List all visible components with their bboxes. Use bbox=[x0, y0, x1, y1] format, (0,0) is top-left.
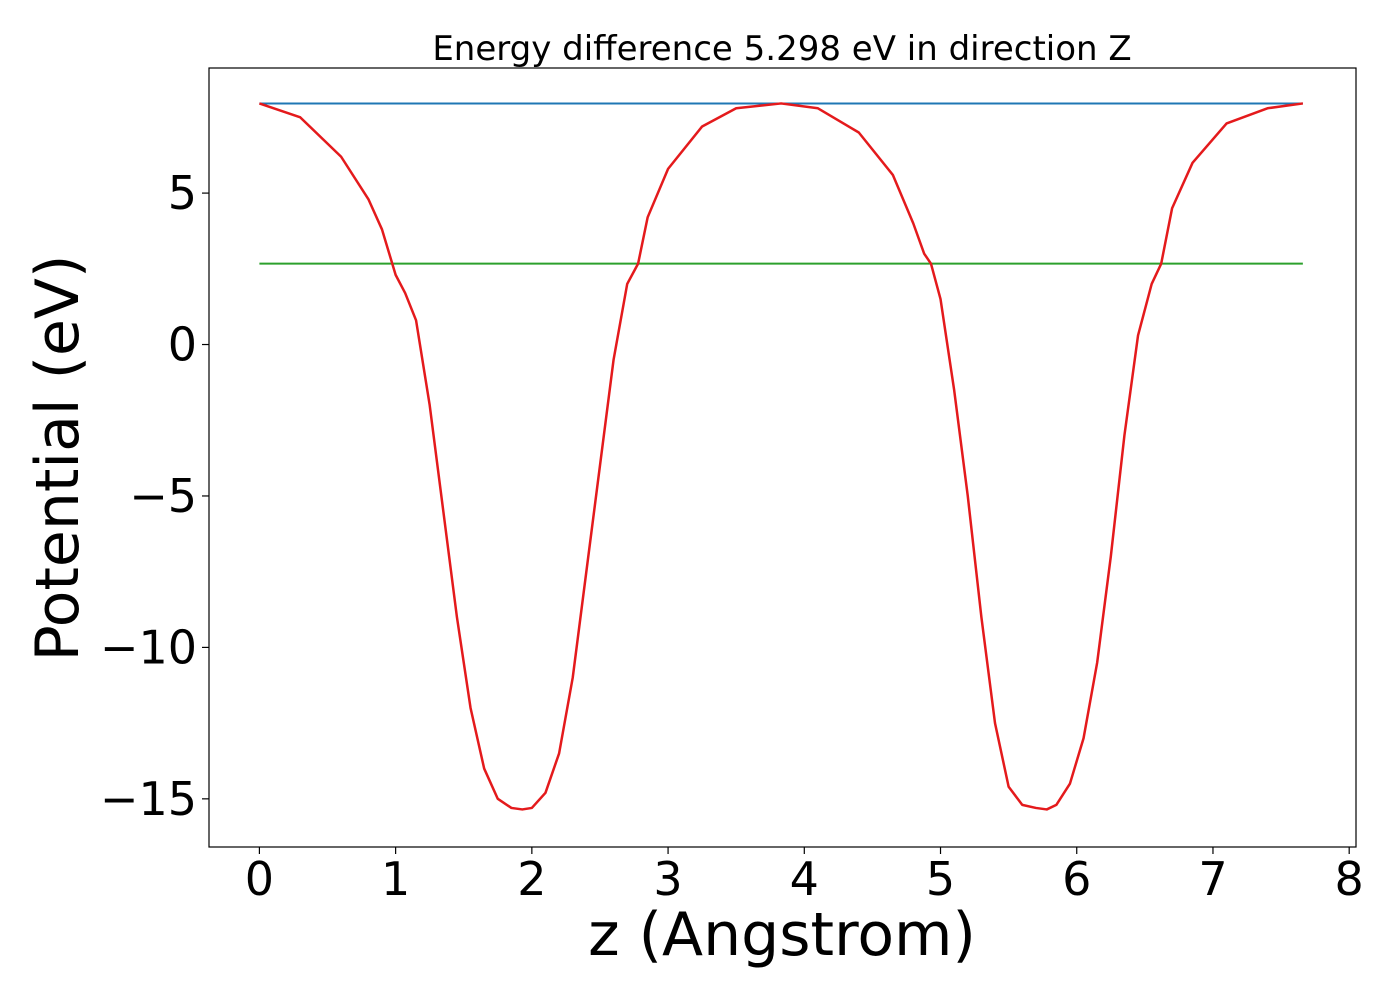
x-tick-label: 2 bbox=[517, 852, 546, 906]
series-line-2 bbox=[258, 102, 1304, 811]
x-tick-label: 4 bbox=[790, 852, 819, 906]
chart-title: Energy difference 5.298 eV in direction … bbox=[432, 29, 1131, 69]
x-tick-label: 7 bbox=[1198, 852, 1227, 906]
y-tick-label: −15 bbox=[100, 772, 197, 826]
y-axis-ticks: 5 0 −5 −10 −15 bbox=[100, 166, 209, 826]
x-axis-ticks: 0 1 2 3 4 5 6 7 8 bbox=[245, 847, 1364, 906]
y-tick-label: 0 bbox=[168, 318, 197, 372]
plot-frame bbox=[208, 67, 1357, 848]
y-tick-label: 5 bbox=[168, 166, 197, 220]
x-tick-label: 3 bbox=[653, 852, 682, 906]
x-tick-label: 1 bbox=[381, 852, 410, 906]
y-axis-label: Potential (eV) bbox=[23, 255, 93, 662]
y-tick-label: −10 bbox=[100, 620, 197, 674]
x-tick-label: 6 bbox=[1062, 852, 1091, 906]
x-tick-label: 8 bbox=[1335, 852, 1364, 906]
y-tick-label: −5 bbox=[129, 469, 197, 523]
x-axis-label: z (Angstrom) bbox=[588, 900, 976, 970]
series-layer bbox=[258, 102, 1304, 811]
x-tick-label: 0 bbox=[245, 852, 274, 906]
x-tick-label: 5 bbox=[926, 852, 955, 906]
